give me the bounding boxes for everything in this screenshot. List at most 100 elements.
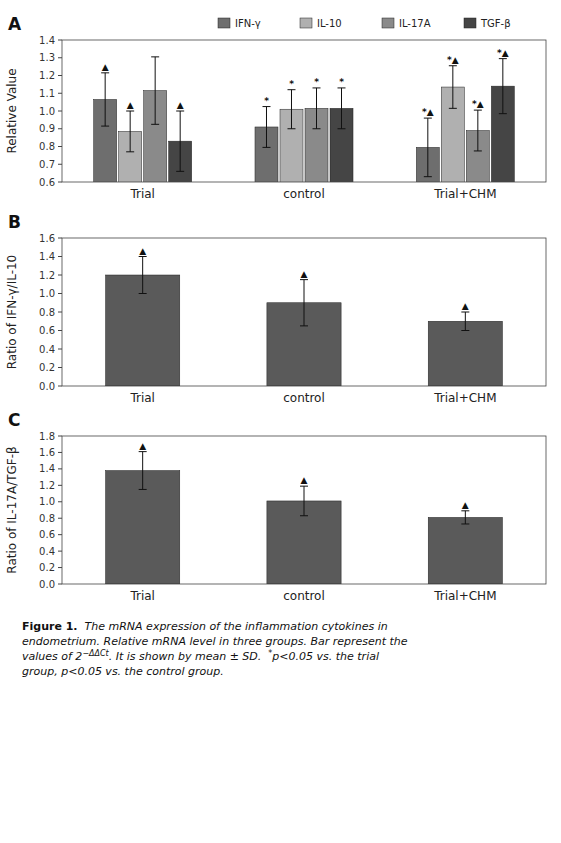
- plot-frame: [62, 238, 546, 386]
- legend-label: IFN-γ: [235, 18, 261, 29]
- plot-frame: [62, 40, 546, 182]
- panel-label: A: [8, 14, 22, 34]
- error-bar: [155, 57, 156, 124]
- y-tick: [58, 256, 62, 257]
- significance-label: *▲: [422, 107, 434, 117]
- caption-line: endometrium. Relative mRNA level in thre…: [22, 635, 408, 648]
- y-tick-label: 0.7: [39, 159, 55, 170]
- legend-swatch: [218, 18, 230, 28]
- y-tick: [58, 146, 62, 147]
- error-cap: [424, 118, 432, 119]
- x-tick-label: control: [283, 187, 325, 201]
- y-axis-label: Relative Value: [5, 68, 19, 153]
- y-tick-label: 0.4: [39, 344, 55, 355]
- significance-label: *: [339, 77, 344, 87]
- y-tick-label: 1.4: [39, 35, 55, 46]
- y-tick-label: 1.2: [39, 270, 55, 281]
- error-cap: [313, 128, 321, 129]
- significance-label: *: [289, 79, 294, 89]
- x-tick-label: Trial: [129, 187, 155, 201]
- y-tick-label: 1.0: [39, 106, 55, 117]
- error-bar: [291, 90, 292, 129]
- y-tick-label: 0.0: [39, 579, 55, 590]
- y-tick: [58, 330, 62, 331]
- error-bar: [465, 511, 466, 524]
- error-bar: [142, 452, 143, 490]
- error-cap: [313, 87, 321, 88]
- significance-label: *▲: [497, 48, 509, 58]
- significance-label: ▲: [127, 100, 134, 110]
- y-tick: [58, 567, 62, 568]
- y-tick: [58, 452, 62, 453]
- y-tick-label: 1.0: [39, 288, 55, 299]
- bar: [428, 517, 502, 584]
- y-tick-label: 0.0: [39, 381, 55, 392]
- y-tick: [58, 182, 62, 183]
- error-cap: [139, 293, 147, 294]
- significance-label: ▲: [139, 441, 146, 451]
- significance-label: ▲: [177, 100, 184, 110]
- y-tick: [58, 128, 62, 129]
- error-cap: [139, 489, 147, 490]
- panel-label: B: [8, 212, 21, 232]
- y-tick-label: 0.8: [39, 307, 55, 318]
- y-tick: [58, 386, 62, 387]
- error-cap: [139, 451, 147, 452]
- error-bar: [465, 312, 466, 331]
- y-tick-label: 0.9: [39, 123, 55, 134]
- significance-label: ▲: [102, 62, 109, 72]
- error-cap: [449, 108, 457, 109]
- error-cap: [101, 126, 109, 127]
- error-cap: [262, 147, 270, 148]
- bar: [428, 321, 502, 386]
- error-cap: [449, 65, 457, 66]
- caption-line: group, p<0.05 vs. the control group.: [22, 665, 224, 678]
- y-tick: [58, 349, 62, 350]
- error-cap: [461, 312, 469, 313]
- error-bar: [180, 111, 181, 171]
- y-tick: [58, 238, 62, 239]
- caption-line: Figure 1.The mRNA expression of the infl…: [22, 620, 388, 633]
- plot-frame: [62, 436, 546, 584]
- error-cap: [126, 151, 134, 152]
- legend: IFN-γIL-10IL-17ATGF-β: [218, 18, 511, 29]
- y-tick: [58, 93, 62, 94]
- error-cap: [176, 171, 184, 172]
- error-cap: [461, 510, 469, 511]
- annotations: ▲▲▲: [139, 246, 469, 312]
- caption: Figure 1.The mRNA expression of the infl…: [22, 620, 408, 678]
- panel: ▲▲▲0.00.20.40.60.81.01.21.41.6Trialcontr…: [5, 212, 546, 405]
- y-tick-label: 0.8: [39, 141, 55, 152]
- y-tick: [58, 111, 62, 112]
- error-bar: [130, 111, 131, 152]
- y-tick-label: 1.1: [39, 88, 55, 99]
- plot-area: [106, 452, 503, 584]
- error-cap: [424, 176, 432, 177]
- error-cap: [461, 330, 469, 331]
- y-tick-label: 1.0: [39, 496, 55, 507]
- caption-text: . It is shown by mean ± SD.: [109, 650, 269, 663]
- y-tick-label: 0.6: [39, 529, 55, 540]
- caption-title: Figure 1.: [22, 620, 78, 633]
- y-tick: [58, 164, 62, 165]
- error-bar: [105, 73, 106, 126]
- error-cap: [287, 128, 295, 129]
- y-tick: [58, 40, 62, 41]
- y-tick-label: 0.2: [39, 362, 55, 373]
- y-tick: [58, 485, 62, 486]
- y-tick: [58, 275, 62, 276]
- y-tick: [58, 468, 62, 469]
- x-tick-label: Trial+CHM: [433, 589, 496, 603]
- y-tick: [58, 551, 62, 552]
- y-tick: [58, 518, 62, 519]
- significance-label: ▲: [301, 475, 308, 485]
- significance-label: ▲: [462, 301, 469, 311]
- error-cap: [151, 56, 159, 57]
- y-tick-label: 1.3: [39, 52, 55, 63]
- error-bar: [477, 110, 478, 151]
- error-bar: [316, 88, 317, 129]
- significance-label: *: [264, 96, 269, 106]
- panel-label: C: [8, 410, 20, 430]
- caption-text: p<0.05 vs. the trial: [271, 650, 379, 663]
- y-axis-label: Ratio of IFN-γ/IL-10: [5, 255, 19, 370]
